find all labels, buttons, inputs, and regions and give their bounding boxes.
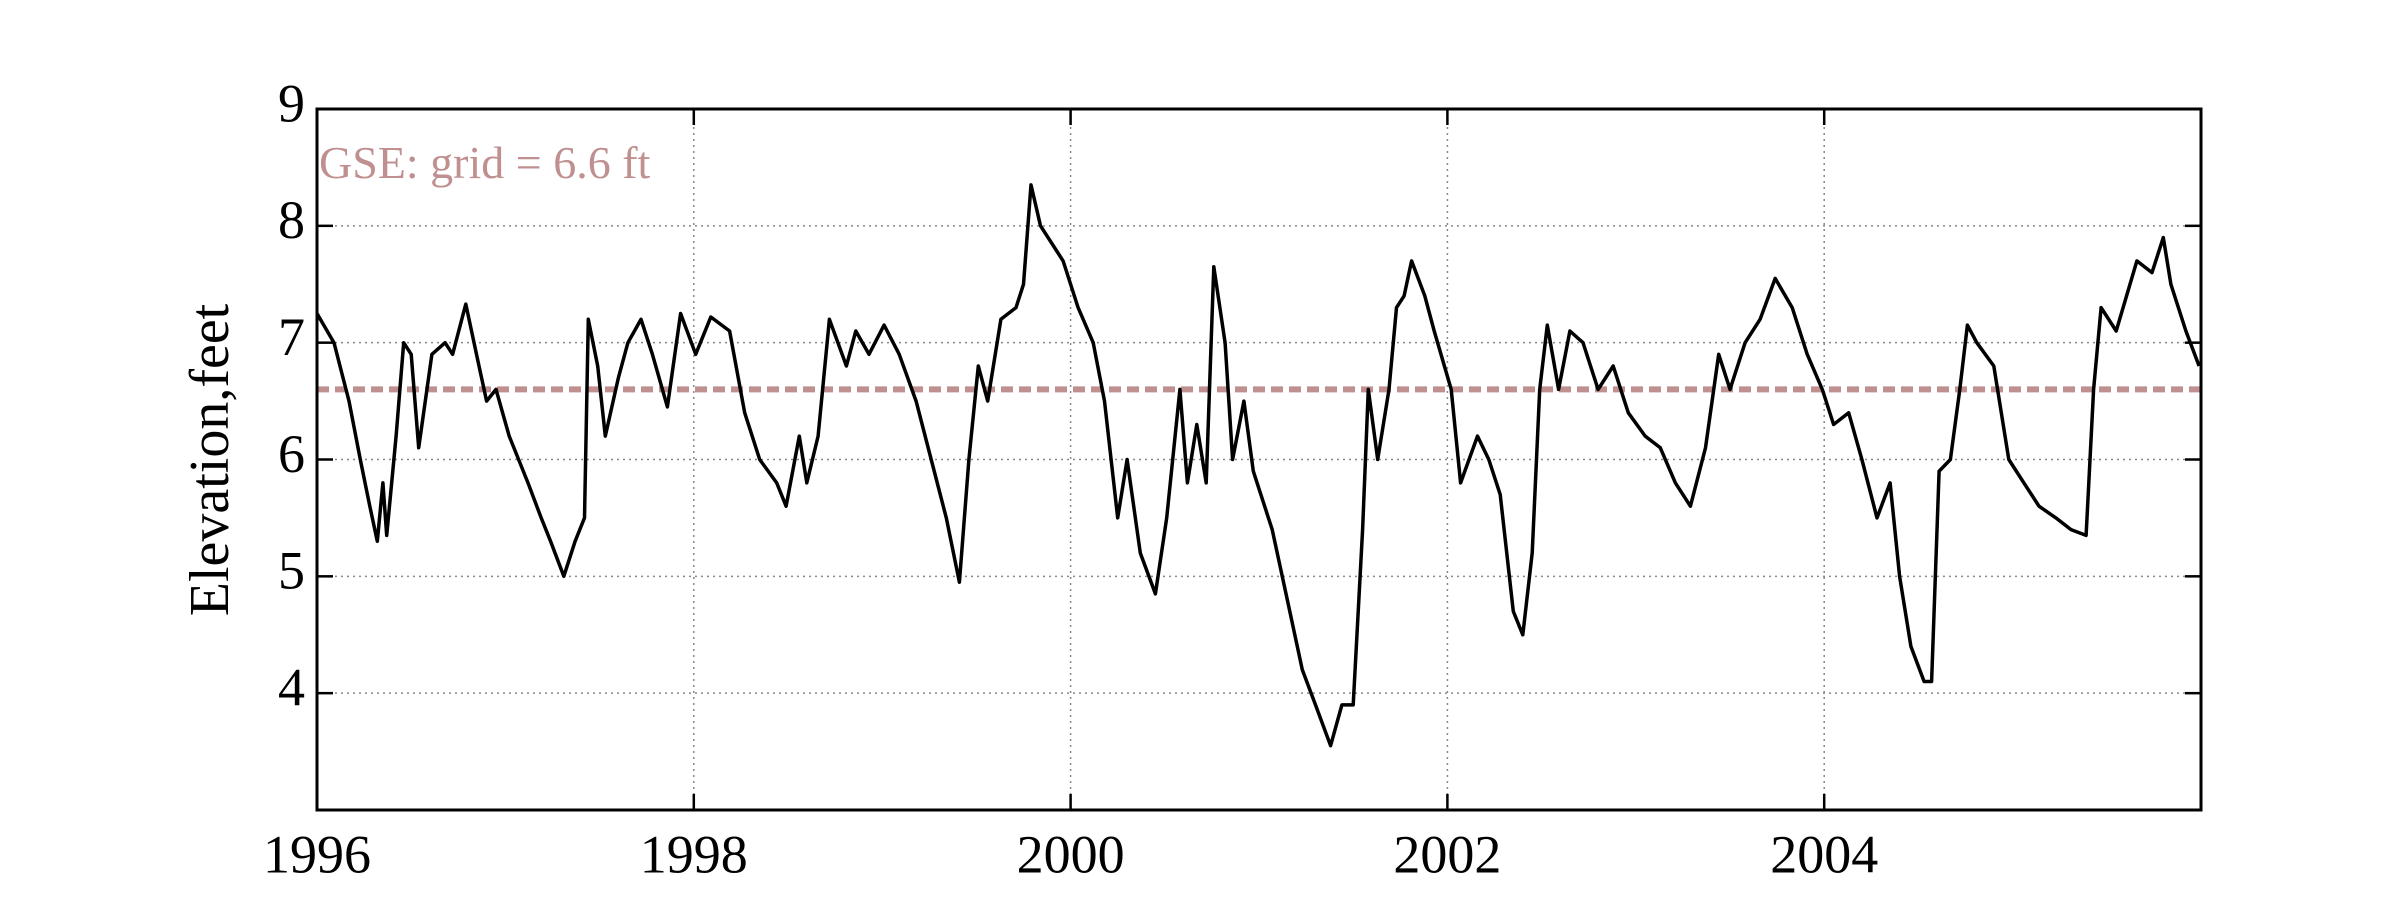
y-tick-label: 9 [278,73,305,133]
y-tick-label: 4 [278,658,305,718]
y-tick-label: 8 [278,190,305,250]
plot-frame [315,107,2203,812]
y-tick-label: 5 [278,541,305,601]
x-tick-label: 2000 [1017,824,1125,884]
x-tick-label: 2004 [1770,824,1878,884]
y-tick-label: 7 [278,307,305,367]
x-tick-label: 1996 [263,824,371,884]
y-tick-label: 6 [278,424,305,484]
x-tick-label: 1998 [640,824,748,884]
y-axis-label: Elevation,feet [179,303,241,616]
x-tick-label: 2002 [1393,824,1501,884]
data-line [315,183,2201,748]
annotation: GSE: grid = 6.6 ft [319,137,651,188]
